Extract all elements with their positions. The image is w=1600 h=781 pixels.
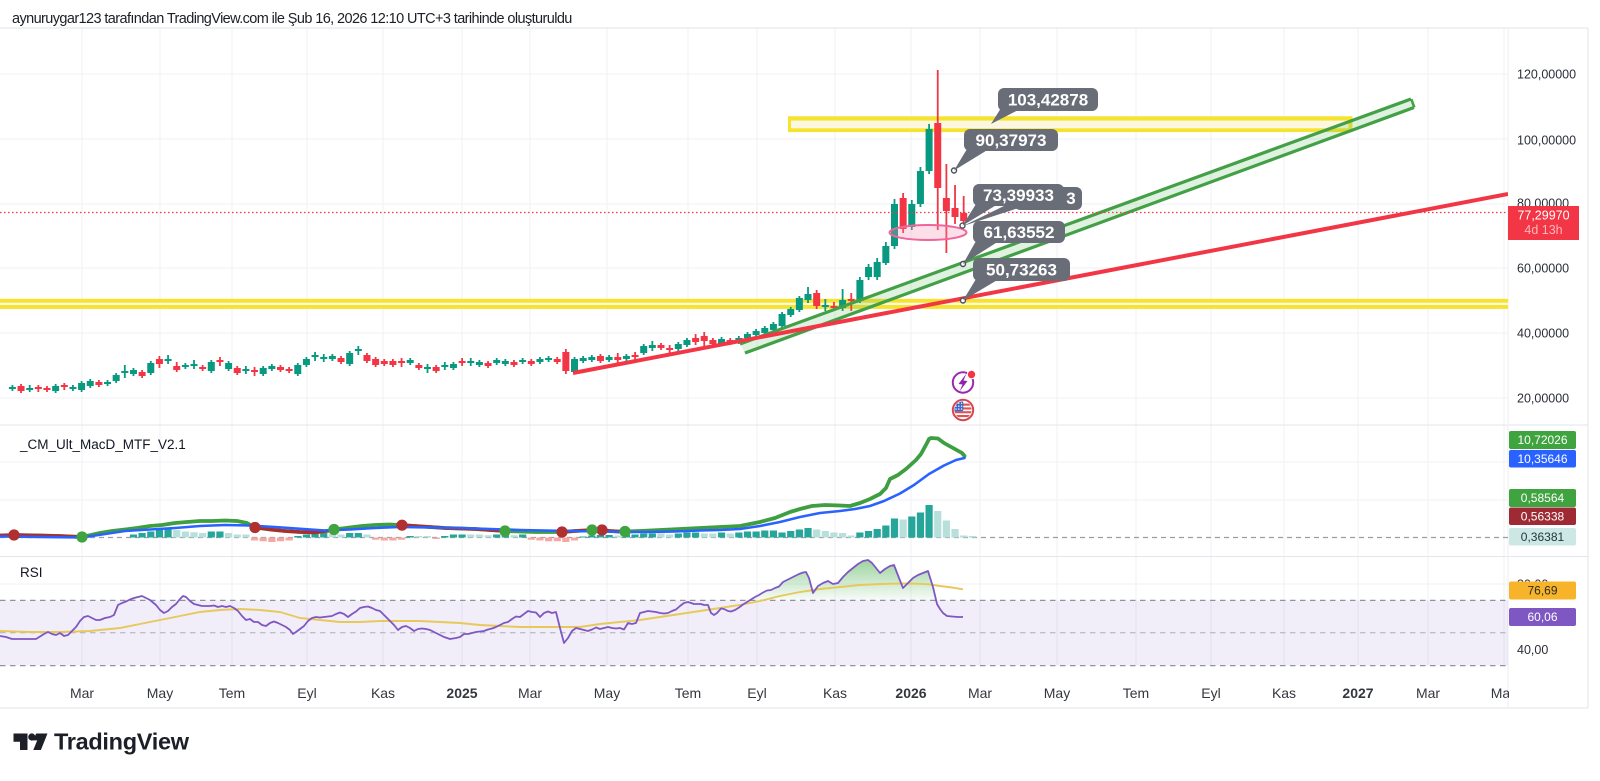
svg-text:Eyl: Eyl [1201, 685, 1220, 701]
svg-text:73,39933: 73,39933 [983, 186, 1054, 205]
svg-text:Tem: Tem [1123, 685, 1149, 701]
svg-text:120,00000: 120,00000 [1517, 67, 1576, 81]
svg-text:10,35646: 10,35646 [1517, 452, 1567, 466]
svg-text:May: May [594, 685, 620, 701]
svg-text:10,72026: 10,72026 [1517, 433, 1567, 447]
svg-text:Eyl: Eyl [297, 685, 316, 701]
svg-text:May: May [147, 685, 173, 701]
svg-text:90,37973: 90,37973 [976, 131, 1047, 150]
svg-text:Mar: Mar [1416, 685, 1440, 701]
svg-text:Kas: Kas [371, 685, 395, 701]
svg-text:Tem: Tem [219, 685, 245, 701]
svg-text:Eyl: Eyl [747, 685, 766, 701]
svg-text:2025: 2025 [446, 685, 477, 701]
svg-text:May: May [1491, 685, 1517, 701]
svg-text:60,00000: 60,00000 [1517, 261, 1569, 275]
svg-text:Mar: Mar [518, 685, 542, 701]
svg-text:Kas: Kas [823, 685, 847, 701]
svg-text:77,29970: 77,29970 [1517, 209, 1569, 223]
svg-text:100,00000: 100,00000 [1517, 133, 1576, 147]
svg-text:60,06: 60,06 [1527, 610, 1557, 624]
svg-text:61,63552: 61,63552 [984, 223, 1055, 242]
svg-text:2027: 2027 [1342, 685, 1373, 701]
svg-text:4d 13h: 4d 13h [1524, 223, 1562, 237]
svg-text:0,58564: 0,58564 [1521, 491, 1565, 505]
svg-text:TradingView: TradingView [54, 729, 190, 755]
svg-text:0,56338: 0,56338 [1521, 509, 1565, 523]
svg-text:aynuruygar123 tarafından Tradi: aynuruygar123 tarafından TradingView.com… [12, 11, 572, 27]
svg-text:40,00: 40,00 [1517, 643, 1548, 657]
svg-text:2026: 2026 [895, 685, 926, 701]
svg-text:76,69: 76,69 [1527, 584, 1557, 598]
svg-text:Mar: Mar [968, 685, 992, 701]
svg-text:Tem: Tem [675, 685, 701, 701]
svg-text:40,00000: 40,00000 [1517, 326, 1569, 340]
svg-text:20,00000: 20,00000 [1517, 391, 1569, 405]
svg-text:50,73263: 50,73263 [986, 260, 1057, 279]
svg-text:Mar: Mar [70, 685, 94, 701]
svg-text:3: 3 [1066, 189, 1075, 208]
svg-text:Kas: Kas [1272, 685, 1296, 701]
svg-text:0,36381: 0,36381 [1521, 530, 1565, 544]
svg-text:103,42878: 103,42878 [1008, 90, 1088, 109]
svg-text:RSI: RSI [20, 565, 43, 580]
svg-text:_CM_Ult_MacD_MTF_V2.1: _CM_Ult_MacD_MTF_V2.1 [19, 437, 186, 452]
svg-text:May: May [1044, 685, 1070, 701]
